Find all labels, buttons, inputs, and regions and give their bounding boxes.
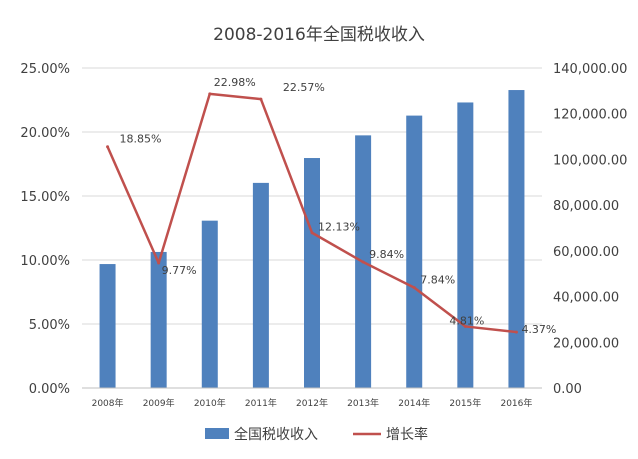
growth-rate-point [463,324,467,328]
y-left-tick-label: 20.00% [20,126,70,141]
bar [201,220,218,388]
x-tick-label: 2014年 [398,397,430,409]
data-label: 9.84% [369,248,404,261]
data-label: 18.85% [120,133,162,146]
growth-rate-point [259,97,263,101]
y-right-tick-label: 140,000.00 [553,62,627,77]
bar [406,115,423,388]
y-left-tick-label: 0.00% [29,382,70,397]
bar [252,182,269,388]
growth-rate-point [208,92,212,96]
growth-rate-point [106,145,110,149]
x-tick-label: 2015年 [449,397,481,409]
x-tick-label: 2016年 [500,397,532,409]
line-layer [106,92,518,334]
data-label: 4.81% [449,314,484,327]
legend: 全国税收收入 增长率 [205,426,428,443]
bar [457,102,474,389]
y-right-tick-label: 40,000.00 [553,291,619,306]
bar [508,90,525,388]
data-label: 22.98% [214,76,256,89]
data-label: 4.37% [521,323,556,336]
x-tick-label: 2011年 [245,397,277,409]
y-left-tick-label: 5.00% [29,318,70,333]
growth-rate-point [412,286,416,290]
y-right-tick-label: 20,000.00 [553,336,619,351]
legend-bar-swatch [205,428,229,439]
bars-layer [99,90,525,389]
growth-rate-point [157,261,161,265]
y-right-tick-label: 80,000.00 [553,199,619,214]
right-axis: 0.00 20,000.00 40,000.00 60,000.00 80,000.00… [553,62,627,397]
data-label: 9.77% [162,264,197,277]
y-right-tick-label: 60,000.00 [553,245,619,260]
y-left-tick-label: 25.00% [20,62,70,77]
x-tick-label: 2008年 [92,397,124,409]
x-axis: 2008年 2009年 2010年 2011年 2012年 2013年 2014年 2015年… [82,387,542,409]
y-right-tick-label: 0.00 [553,382,582,397]
legend-bar-label: 全国税收收入 [234,426,318,443]
bar [99,264,116,388]
growth-rate-point [514,330,518,334]
data-labels: 18.85% 9.77% 22.98% 22.57% 12.13% 9.84% 7.84% 4… [120,76,557,336]
data-label: 12.13% [318,221,360,234]
growth-rate-point [361,260,365,264]
x-tick-label: 2012年 [296,397,328,409]
data-label: 7.84% [420,274,455,287]
bar [304,158,320,388]
bar [150,251,167,388]
data-label: 22.57% [283,81,325,94]
y-left-tick-label: 10.00% [20,254,70,269]
growth-rate-point [310,231,314,235]
y-right-tick-label: 100,000.00 [553,153,627,168]
left-axis: 0.00% 5.00% 10.00% 15.00% 20.00% 25.00% [20,62,70,397]
x-tick-label: 2013年 [347,397,379,409]
x-tick-label: 2009年 [143,397,175,409]
x-tick-label: 2010年 [194,397,226,409]
legend-line-label: 增长率 [386,426,428,443]
y-left-tick-label: 15.00% [20,190,70,205]
y-right-tick-label: 120,000.00 [553,108,627,123]
chart-title: 2008-2016年全国税收收入 [213,25,425,45]
